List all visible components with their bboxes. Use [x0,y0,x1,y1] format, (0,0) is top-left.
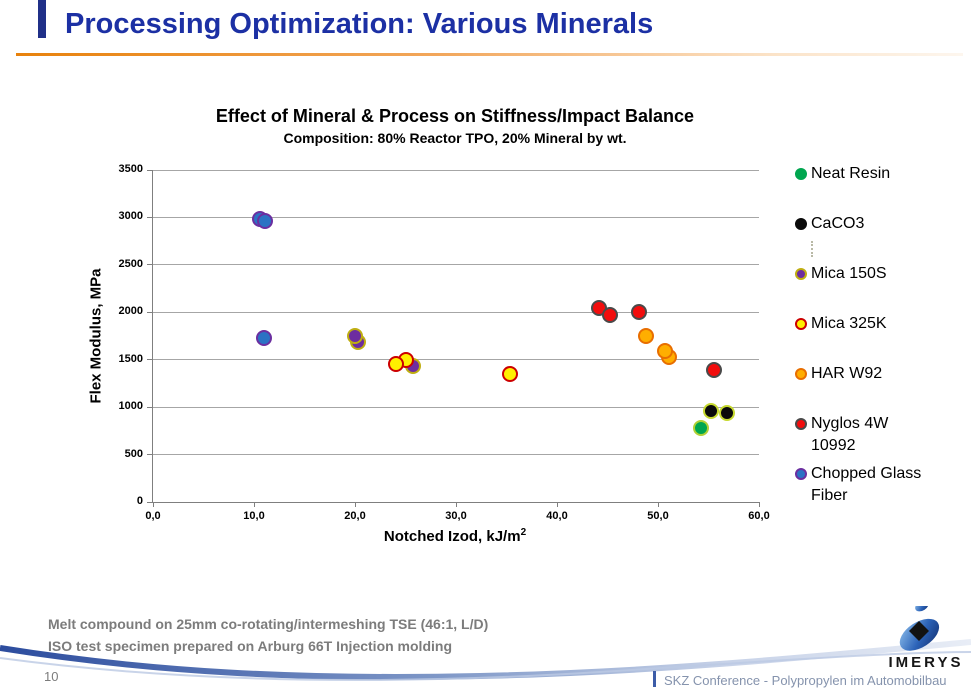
y-tick-label: 1000 [118,400,143,413]
legend-marker [795,468,807,480]
data-point [630,304,647,321]
stray-dotted-mark [811,241,813,257]
x-tick-label: 60,0 [748,510,770,522]
legend-label: Neat Resin [811,165,891,182]
swoosh-decoration [0,639,971,682]
legend-marker [795,268,807,280]
swoosh-curve-secondary [0,651,971,682]
legend-item: Nyglos 4W 10992 [795,413,935,457]
legend-item: Mica 150S [795,263,935,285]
footer-notes: Melt compound on 25mm co-rotating/interm… [48,613,488,657]
title-divider-rule [16,53,963,56]
legend-marker [795,168,807,180]
y-tick-label: 0 [136,495,143,507]
swoosh-curve-main [0,639,971,680]
legend-item: Mica 325K [795,313,935,335]
x-tick-mark [354,502,356,507]
x-tick-mark [758,502,760,507]
logo-dot [915,606,929,612]
x-tick-mark [455,502,457,507]
y-tick-mark [147,169,153,171]
legend-label: Mica 325K [811,315,887,332]
data-point [702,402,719,419]
legend-marker [795,218,807,230]
x-axis-title: Notched Izod, kJ/m2 [152,527,758,545]
y-tick-label: 1500 [118,352,143,365]
x-tick-label: 50,0 [647,510,669,522]
caption-separator-bar [653,671,656,687]
gridline [153,264,759,266]
footer-note-line: ISO test specimen prepared on Arburg 66T… [48,638,452,654]
data-point [657,343,674,360]
x-tick-label: 40,0 [546,510,568,522]
legend-label: HAR W92 [811,365,883,382]
x-tick-mark [657,502,659,507]
plot-area: 0 500 1000 1500 2000 2500 3000 3500 0,0 10,0 20,0 3… [119,163,770,522]
legend-item: HAR W92 [795,363,935,385]
legend-label: Chopped Glass Fiber [811,465,922,504]
page-number: 10 [44,669,59,684]
legend-label: CaCO3 [811,215,865,232]
legend-item: Neat Resin [795,163,935,185]
data-point [257,213,274,230]
legend-item: CaCO3 [795,213,935,235]
x-tick-mark [253,502,255,507]
data-point [601,306,618,323]
y-tick-mark [147,501,153,503]
imerys-logo-text: IMERYS [888,654,964,671]
y-tick-label: 2000 [118,305,143,318]
data-point [637,328,654,344]
data-point [388,355,405,372]
legend-label: Mica 150S [811,265,887,282]
y-tick-mark [147,264,153,266]
data-point [693,420,710,436]
y-tick-mark [147,454,153,456]
logo-diamond [909,621,929,641]
y-tick-label: 2500 [118,257,143,270]
legend-item: Chopped Glass Fiber [795,463,935,507]
y-tick-mark [147,359,153,361]
y-tick-label: 3500 [118,163,143,175]
imerys-logo-icon [899,606,940,651]
x-tick-mark [556,502,558,507]
chart-subtitle: Composition: 80% Reactor TPO, 20% Minera… [283,130,627,146]
y-tick-mark [147,311,153,313]
x-tick-label: 30,0 [445,510,467,522]
x-tick-label: 10,0 [243,510,265,522]
y-tick-label: 500 [124,447,143,460]
gridline [153,406,759,408]
legend: Neat Resin CaCO3 Mica 150S Mica 325K HAR W92… [795,163,965,523]
x-tick-label: 0,0 [145,510,161,522]
gridline [153,216,759,218]
y-axis-title: Flex Modulus, MPa [87,268,105,404]
gridline [153,359,759,361]
slide-title: Processing Optimization: Various Mineral… [65,8,654,40]
gridline [153,169,759,171]
x-axis-title-text: Notched Izod, kJ/m [383,528,521,545]
data-point [705,362,722,379]
gridline [153,311,759,313]
conference-caption: SKZ Conference - Polypropylen im Automob… [664,673,947,688]
data-point [718,405,735,422]
y-tick-mark [147,216,153,218]
footer-note-line: Melt compound on 25mm co-rotating/interm… [48,616,489,632]
y-tick-mark [147,406,153,408]
legend-marker [795,318,807,330]
gridline [153,454,759,456]
legend-marker [795,368,807,380]
data-point [347,327,363,344]
y-tick-label: 3000 [118,210,143,223]
chart-title: Effect of Mineral & Process on Stiffness… [215,106,695,126]
x-tick-mark [152,502,154,507]
title-accent-bar [38,0,46,38]
data-point [501,365,518,382]
legend-label: Nyglos 4W 10992 [811,415,889,454]
data-point [256,329,273,346]
x-axis-title-superscript: 2 [520,527,527,538]
legend-marker [795,418,807,430]
x-tick-label: 20,0 [344,510,366,522]
